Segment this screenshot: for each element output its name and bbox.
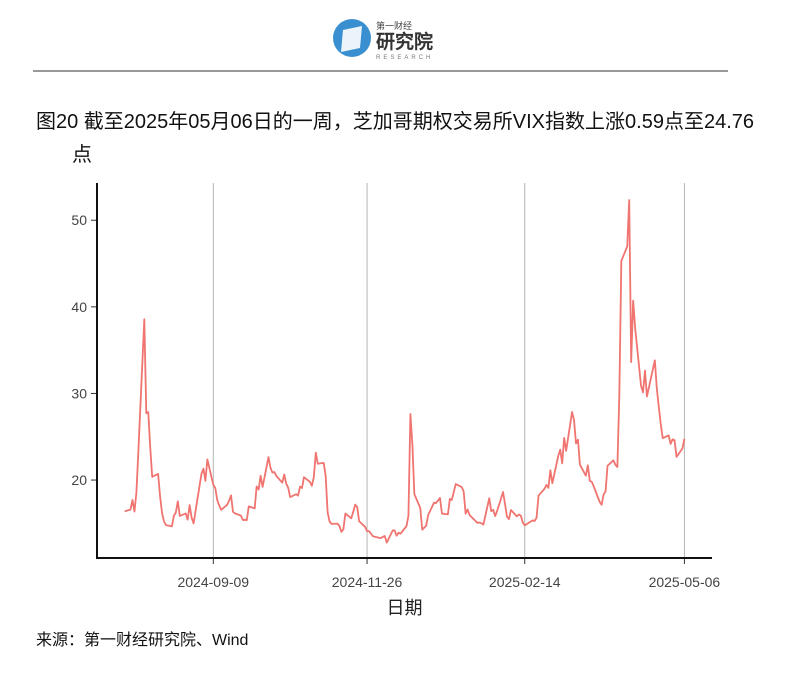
logo-icon-page (341, 26, 362, 52)
x-tick-label: 2025-05-06 (649, 574, 721, 590)
line (124, 199, 686, 544)
y-tick-label: 50 (71, 212, 87, 228)
y-tick-label: 40 (71, 299, 87, 315)
header: 第一财经 研究院 RESEARCH (33, 19, 728, 72)
x-axis-label: 日期 (387, 598, 423, 618)
logo-en: RESEARCH (376, 55, 433, 61)
chart-title: 图20 截至2025年05月06日的一周，芝加哥期权交易所VIX指数上涨0.59… (36, 111, 754, 166)
y-tick-label: 30 (71, 385, 87, 401)
y-tick-label: 20 (71, 472, 87, 488)
logo-name: 研究院 (376, 30, 433, 53)
chart: 2024-09-09 2024-11-26 2025-02-14 2025-05-06… (71, 183, 721, 618)
x-tick-label: 2024-09-09 (177, 574, 249, 590)
source-note: 来源：第一财经研究院、Wind (36, 632, 249, 649)
logo-small: 第一财经 (376, 20, 412, 31)
x-tick-label: 2024-11-26 (332, 574, 403, 590)
x-tick-label: 2025-02-14 (489, 574, 561, 590)
